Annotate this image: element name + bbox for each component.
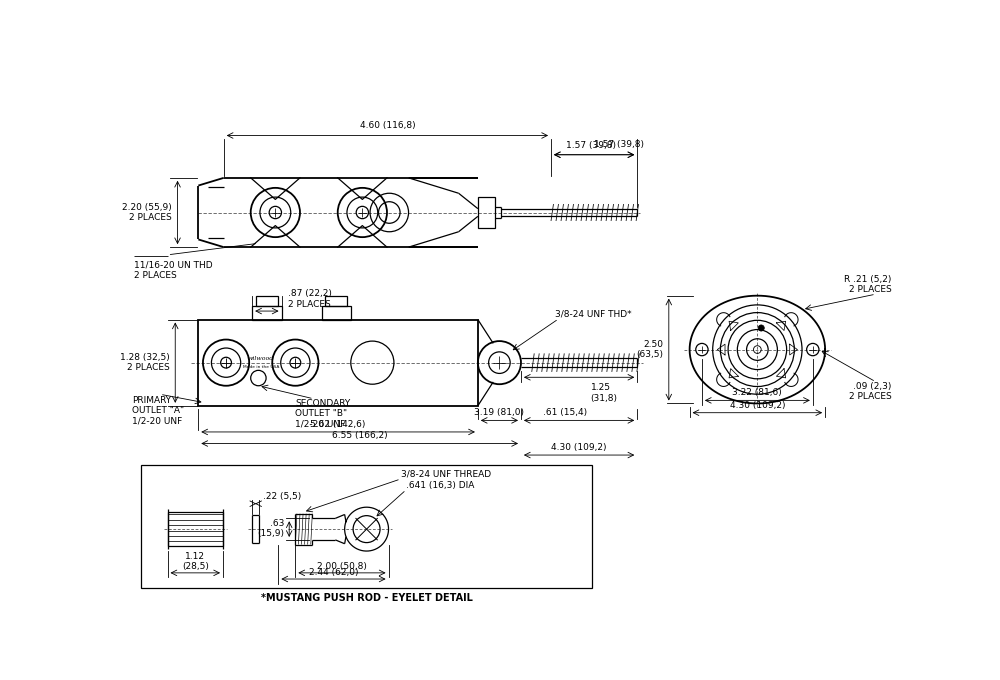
Text: 1.25
(31,8): 1.25 (31,8) bbox=[591, 384, 618, 403]
Text: 2.00 (50,8): 2.00 (50,8) bbox=[317, 562, 367, 571]
Text: 1.57 (39,8): 1.57 (39,8) bbox=[594, 140, 644, 150]
Text: 4.30 (109,2): 4.30 (109,2) bbox=[551, 443, 607, 452]
Text: 3.22 (81,6): 3.22 (81,6) bbox=[732, 388, 782, 397]
Text: 5.62 (142,6): 5.62 (142,6) bbox=[310, 420, 366, 429]
Text: 4.60 (116,8): 4.60 (116,8) bbox=[360, 121, 415, 130]
Text: 11/16-20 UN THD
2 PLACES: 11/16-20 UN THD 2 PLACES bbox=[134, 260, 212, 279]
Text: .61 (15,4): .61 (15,4) bbox=[543, 408, 587, 418]
Text: 3/8-24 UNF THREAD: 3/8-24 UNF THREAD bbox=[401, 470, 491, 479]
Text: 4.30 (109,2): 4.30 (109,2) bbox=[730, 401, 785, 409]
Text: .63
(15,9): .63 (15,9) bbox=[258, 519, 285, 538]
Text: wilwood: wilwood bbox=[248, 356, 274, 360]
Text: *MUSTANG PUSH ROD - EYELET DETAIL: *MUSTANG PUSH ROD - EYELET DETAIL bbox=[261, 593, 473, 603]
Text: SECONDARY
OUTLET "B"
1/2-20 UNF: SECONDARY OUTLET "B" 1/2-20 UNF bbox=[295, 399, 351, 428]
Text: .09 (2,3)
2 PLACES: .09 (2,3) 2 PLACES bbox=[849, 382, 891, 401]
Text: 2.50
(63,5): 2.50 (63,5) bbox=[636, 340, 663, 359]
Text: R .21 (5,2)
2 PLACES: R .21 (5,2) 2 PLACES bbox=[844, 275, 891, 294]
Text: 6.55 (166,2): 6.55 (166,2) bbox=[332, 431, 387, 441]
Text: Made in the USA: Made in the USA bbox=[243, 365, 279, 369]
Bar bbox=[256, 296, 278, 306]
Text: 2.44 (62,0): 2.44 (62,0) bbox=[309, 568, 358, 577]
Text: 1.12
(28,5): 1.12 (28,5) bbox=[182, 552, 209, 571]
Text: 2.20 (55,9)
2 PLACES: 2.20 (55,9) 2 PLACES bbox=[122, 203, 172, 222]
Text: 1.57 (39,8): 1.57 (39,8) bbox=[566, 141, 616, 150]
Bar bbox=[252, 306, 282, 320]
Text: .87 (22,2)
2 PLACES: .87 (22,2) 2 PLACES bbox=[288, 290, 332, 309]
Text: 1.28 (32,5)
2 PLACES: 1.28 (32,5) 2 PLACES bbox=[120, 353, 170, 373]
Text: 3/8-24 UNF THD*: 3/8-24 UNF THD* bbox=[555, 310, 631, 319]
Text: PRIMARY
OUTLET "A"
1/2-20 UNF: PRIMARY OUTLET "A" 1/2-20 UNF bbox=[132, 396, 184, 426]
Bar bbox=[478, 197, 495, 228]
Bar bbox=[325, 296, 347, 306]
Text: 3.19 (81,0): 3.19 (81,0) bbox=[474, 408, 524, 418]
Circle shape bbox=[758, 325, 764, 331]
Bar bbox=[141, 465, 592, 588]
Text: .641 (16,3) DIA: .641 (16,3) DIA bbox=[406, 481, 475, 490]
Text: .22 (5,5): .22 (5,5) bbox=[263, 492, 301, 501]
Bar bbox=[322, 306, 351, 320]
Bar bbox=[198, 320, 478, 406]
